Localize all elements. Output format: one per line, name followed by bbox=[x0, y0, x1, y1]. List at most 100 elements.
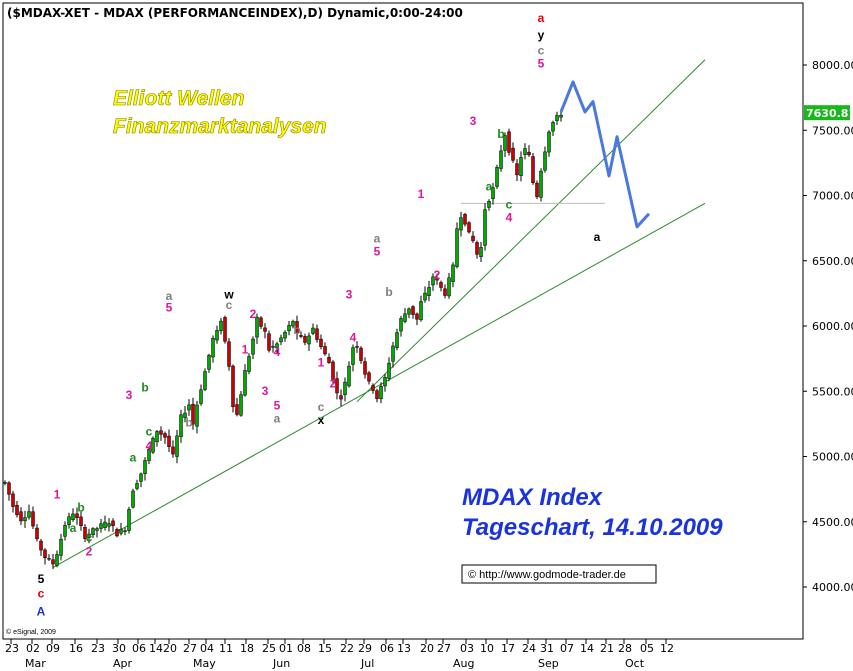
x-month-label: Mar bbox=[25, 657, 46, 670]
wave-label: 2 bbox=[330, 376, 337, 390]
x-day-label: 18 bbox=[240, 642, 254, 655]
candle-body bbox=[207, 355, 211, 370]
candle-body bbox=[515, 163, 519, 176]
wave-label: 5 bbox=[274, 399, 281, 413]
last-price-value: 7630.81 bbox=[806, 107, 853, 120]
candle-body bbox=[351, 347, 355, 365]
candle-body bbox=[95, 528, 99, 531]
candle-body bbox=[187, 404, 191, 411]
candle-body bbox=[451, 264, 455, 282]
candle-body bbox=[63, 525, 67, 537]
candle-body bbox=[47, 557, 51, 560]
y-tick-label: 5500.00 bbox=[812, 385, 853, 398]
wave-label: 5 bbox=[538, 57, 545, 71]
candle-body bbox=[475, 242, 479, 255]
candle-body bbox=[343, 381, 347, 395]
caption-title: MDAX Index bbox=[462, 484, 604, 511]
candle-body bbox=[307, 335, 311, 345]
x-day-label: 07 bbox=[560, 642, 574, 655]
caption-subtitle: Tageschart, 14.10.2009 bbox=[462, 514, 723, 541]
candle-body bbox=[427, 287, 431, 296]
candle-body bbox=[259, 317, 263, 327]
candle-body bbox=[395, 332, 399, 348]
candle-body bbox=[155, 431, 159, 443]
x-day-label: 30 bbox=[112, 642, 126, 655]
wave-label: b bbox=[77, 500, 84, 514]
candle-body bbox=[35, 527, 39, 540]
x-day-label: 13 bbox=[397, 642, 411, 655]
x-day-label: 10 bbox=[480, 642, 494, 655]
wave-label: w bbox=[223, 288, 234, 302]
x-day-label: 23 bbox=[5, 642, 19, 655]
candle-body bbox=[139, 473, 143, 482]
candle-body bbox=[131, 490, 135, 508]
candle-body bbox=[535, 182, 539, 198]
candle-body bbox=[159, 430, 163, 435]
candle-body bbox=[399, 318, 403, 332]
x-month-label: Oct bbox=[625, 657, 645, 670]
candle-body bbox=[91, 528, 95, 535]
brand-line-2: Finanzmarktanalysen bbox=[113, 115, 327, 138]
plot-frame bbox=[2, 2, 804, 640]
candle-body bbox=[439, 282, 443, 288]
x-day-label: 02 bbox=[26, 642, 40, 655]
candle-body bbox=[23, 517, 27, 522]
candle-body bbox=[191, 404, 195, 425]
candle-body bbox=[151, 437, 155, 453]
wave-label: 5 bbox=[38, 572, 45, 586]
candle-body bbox=[239, 394, 243, 416]
wave-label: 1 bbox=[418, 187, 425, 201]
candle-body bbox=[303, 336, 307, 343]
candle-body bbox=[391, 345, 395, 362]
y-tick-label: 6000.00 bbox=[812, 320, 853, 333]
wave-label: a bbox=[274, 412, 281, 426]
x-day-label: 29 bbox=[358, 642, 372, 655]
y-tick-label: 8000.00 bbox=[812, 59, 853, 72]
candle-body bbox=[419, 301, 423, 321]
x-month-label: Apr bbox=[113, 657, 133, 670]
candle-body bbox=[551, 122, 555, 132]
brand-line-1: Elliott Wellen bbox=[113, 87, 244, 110]
candle-body bbox=[423, 292, 427, 301]
candle-body bbox=[59, 538, 63, 556]
candle-body bbox=[495, 167, 499, 187]
x-day-label: 24 bbox=[522, 642, 536, 655]
x-day-label: 06 bbox=[380, 642, 394, 655]
candle-body bbox=[527, 151, 531, 156]
candle-body bbox=[267, 333, 271, 351]
candle-body bbox=[247, 356, 251, 372]
x-day-label: 15 bbox=[318, 642, 332, 655]
candle-body bbox=[467, 222, 471, 233]
wave-label: c bbox=[146, 425, 153, 439]
candle-body bbox=[87, 533, 91, 538]
wave-label: a bbox=[130, 451, 137, 465]
candle-body bbox=[387, 362, 391, 379]
chart-title: ($MDAX-XET - MDAX (PERFORMANCEINDEX),D) … bbox=[7, 6, 463, 20]
copyright-box bbox=[461, 564, 657, 584]
candle-body bbox=[471, 235, 475, 242]
candle-body bbox=[27, 511, 31, 518]
wave-label: 1 bbox=[318, 355, 325, 369]
candle-body bbox=[315, 328, 319, 340]
candle-body bbox=[283, 331, 287, 339]
candlesticks bbox=[3, 108, 563, 570]
candle-body bbox=[363, 361, 367, 375]
candle-body bbox=[375, 390, 379, 399]
x-day-label: 25 bbox=[262, 642, 276, 655]
wave-label: 1 bbox=[54, 487, 61, 501]
candle-body bbox=[339, 395, 343, 400]
candle-body bbox=[483, 209, 487, 246]
y-tick-label: 4500.00 bbox=[812, 516, 853, 529]
x-day-label: 23 bbox=[91, 642, 105, 655]
candle-body bbox=[431, 276, 435, 286]
candle-body bbox=[487, 201, 491, 208]
candle-body bbox=[523, 148, 527, 155]
y-tick-label: 7500.00 bbox=[812, 124, 853, 137]
candle-body bbox=[171, 446, 175, 455]
candle-body bbox=[559, 114, 563, 118]
x-day-label: 20 bbox=[163, 642, 177, 655]
candle-body bbox=[7, 482, 11, 495]
x-day-label: 14 bbox=[149, 642, 163, 655]
